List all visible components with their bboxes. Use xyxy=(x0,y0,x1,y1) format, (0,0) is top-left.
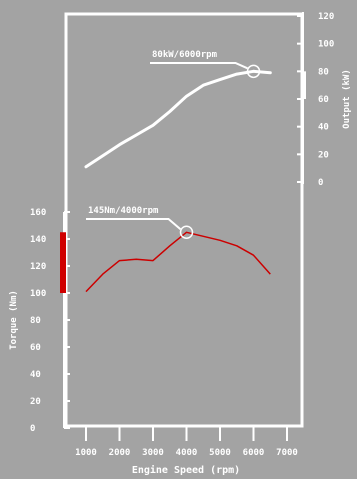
torque-axis-title: Torque (Nm) xyxy=(9,290,19,350)
torque-tick-label: 100 xyxy=(30,289,46,299)
x-tick-label: 5000 xyxy=(209,448,231,458)
output-axis-title: Output (kW) xyxy=(342,69,352,129)
torque-tick-label: 0 xyxy=(30,424,35,434)
x-axis-title: Engine Speed (rpm) xyxy=(132,464,240,476)
x-tick-label: 3000 xyxy=(142,448,164,458)
torque-tick-label: 60 xyxy=(30,343,41,353)
output-series-line xyxy=(84,69,272,169)
output-peak-circle xyxy=(246,64,261,79)
torque-tick-label: 160 xyxy=(30,208,46,218)
series-layer xyxy=(84,62,272,293)
text-layer: 0 20 40 60 80 100 120 Output (kW) 0 20 40 60 80 100 12… xyxy=(9,12,352,476)
output-tick-label: 100 xyxy=(318,40,334,50)
output-tick-label: 20 xyxy=(318,150,329,160)
output-tick-label: 80 xyxy=(318,67,329,77)
output-tick-label: 40 xyxy=(318,123,329,133)
output-tick-label: 60 xyxy=(318,95,329,105)
torque-tick-label: 40 xyxy=(30,370,41,380)
torque-peak-circle xyxy=(179,225,194,239)
output-tick-label: 120 xyxy=(318,12,334,22)
torque-series-line xyxy=(85,231,271,293)
x-tick-label: 7000 xyxy=(276,448,298,458)
x-tick-label: 2000 xyxy=(109,448,131,458)
torque-tick-label: 80 xyxy=(30,316,41,326)
torque-leader-line xyxy=(86,218,182,231)
output-tick-label: 0 xyxy=(318,178,323,188)
torque-tick-label: 120 xyxy=(30,262,46,272)
torque-peak-label: 145Nm/4000rpm xyxy=(88,206,159,216)
grid-layer xyxy=(60,12,306,441)
output-peak-label: 80kW/6000rpm xyxy=(152,50,218,60)
torque-tick-label: 20 xyxy=(30,397,41,407)
x-tick-label: 1000 xyxy=(75,448,97,458)
torque-tick-label: 140 xyxy=(30,235,46,245)
x-tick-label: 4000 xyxy=(176,448,198,458)
x-tick-label: 6000 xyxy=(243,448,265,458)
torque-range-band xyxy=(60,232,66,293)
output-leader-line xyxy=(150,62,248,70)
